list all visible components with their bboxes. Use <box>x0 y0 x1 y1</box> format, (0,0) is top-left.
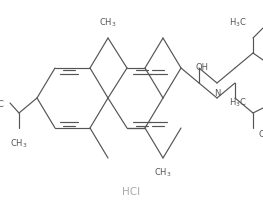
Text: H$_3$C: H$_3$C <box>229 97 247 109</box>
Text: CH$_3$: CH$_3$ <box>258 129 263 141</box>
Text: CH$_3$: CH$_3$ <box>154 167 172 179</box>
Text: H$_3$C: H$_3$C <box>0 99 5 111</box>
Text: CH$_3$: CH$_3$ <box>10 138 28 150</box>
Text: HCl: HCl <box>122 187 140 197</box>
Text: OH: OH <box>195 64 208 73</box>
Text: H$_3$C: H$_3$C <box>229 17 247 29</box>
Text: N: N <box>214 88 220 98</box>
Text: CH$_3$: CH$_3$ <box>99 17 117 29</box>
